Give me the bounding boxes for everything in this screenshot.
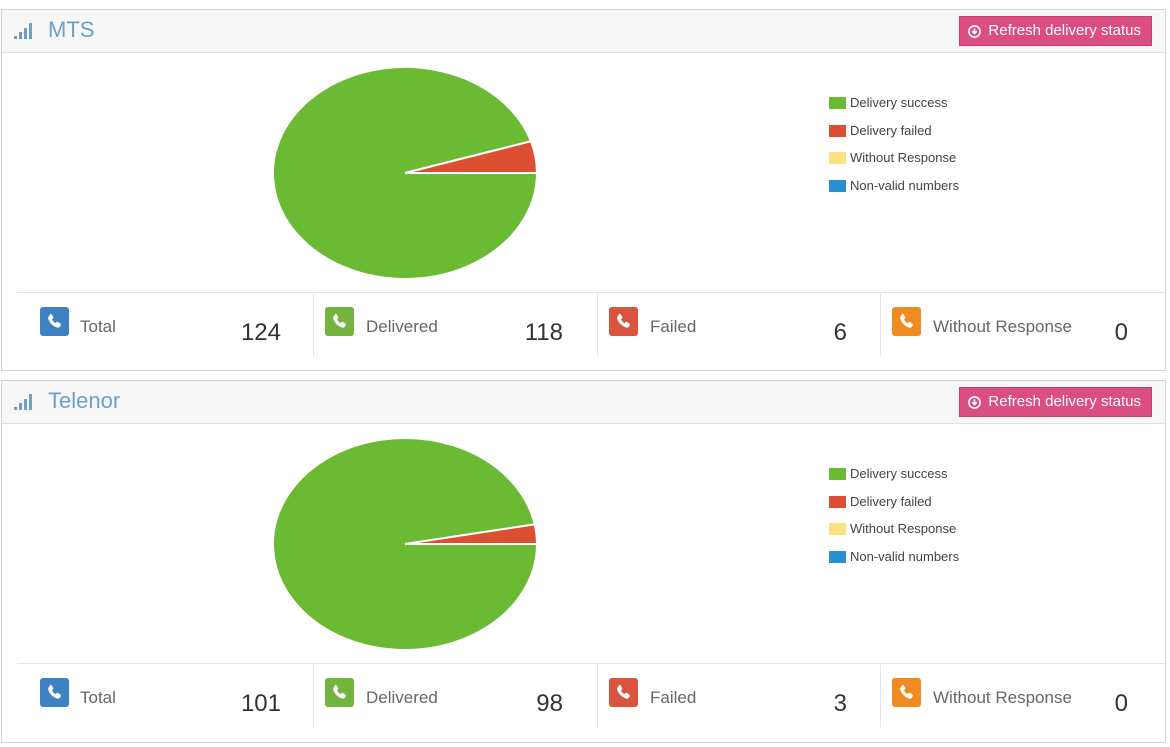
panel-header: MTS Refresh delivery status	[2, 10, 1165, 53]
stats-row: Total 124 Delivered 118 Failed 6 Without…	[17, 294, 1165, 360]
legend-item-without-response: Without Response	[829, 521, 959, 549]
legend-label: Delivery success	[850, 95, 948, 110]
phone-icon	[609, 307, 638, 336]
legend-item-delivery-failed: Delivery failed	[829, 123, 959, 151]
legend-item-delivery-success: Delivery success	[829, 466, 959, 494]
phone-icon	[325, 678, 354, 707]
stat-without-response: Without Response 0	[880, 294, 1165, 356]
stat-label: Without Response	[933, 688, 1072, 707]
stat-label: Delivered	[366, 688, 438, 707]
pie-slice-delivery-failed	[404, 140, 539, 174]
operator-panel-mts: MTS Refresh delivery status Delivery suc…	[1, 9, 1166, 371]
delivery-pie-chart	[272, 67, 539, 280]
legend-label: Without Response	[850, 521, 957, 536]
legend-swatch	[829, 152, 846, 164]
stat-value: 0	[1114, 319, 1128, 346]
stat-failed: Failed 3	[597, 665, 881, 727]
stat-label: Total	[80, 688, 116, 707]
panel-title: MTS	[48, 17, 95, 42]
legend-label: Without Response	[850, 150, 957, 165]
chart-legend: Delivery success Delivery failed Without…	[829, 466, 959, 576]
phone-icon	[40, 678, 69, 707]
legend-label: Delivery failed	[850, 122, 932, 138]
phone-icon	[892, 307, 921, 336]
legend-label: Non-valid numbers	[850, 548, 960, 564]
stat-delivered: Delivered 118	[313, 294, 597, 356]
legend-item-without-response: Without Response	[829, 150, 959, 178]
stat-value: 0	[1114, 690, 1128, 717]
phone-icon	[892, 678, 921, 707]
legend-swatch	[829, 495, 846, 508]
phone-icon	[40, 307, 69, 336]
refresh-icon	[968, 24, 982, 38]
stat-total: Total 124	[17, 294, 301, 356]
stat-total: Total 101	[17, 665, 301, 727]
stats-divider	[17, 292, 1165, 293]
panel-header: Telenor Refresh delivery status	[2, 381, 1165, 424]
stat-value: 3	[833, 690, 847, 717]
legend-label: Delivery success	[850, 466, 948, 481]
panel-title: Telenor	[48, 388, 121, 413]
stat-delivered: Delivered 98	[313, 665, 597, 727]
legend-swatch	[829, 523, 846, 535]
stat-value: 98	[536, 690, 563, 717]
phone-icon	[609, 678, 638, 707]
stat-label: Without Response	[933, 317, 1072, 336]
legend-swatch	[829, 179, 846, 192]
delivery-pie-chart	[272, 438, 539, 651]
chart-legend: Delivery success Delivery failed Without…	[829, 95, 959, 205]
refresh-icon	[968, 395, 982, 409]
operator-panel-telenor: Telenor Refresh delivery status Delivery…	[1, 380, 1166, 743]
stat-value: 6	[833, 319, 847, 346]
stat-without-response: Without Response 0	[880, 665, 1165, 727]
stat-failed: Failed 6	[597, 294, 881, 356]
stat-label: Total	[80, 317, 116, 336]
signal-icon	[14, 392, 36, 410]
legend-swatch	[829, 124, 846, 137]
stat-value: 118	[524, 319, 563, 346]
stat-value: 101	[240, 690, 281, 717]
stats-divider	[17, 663, 1165, 664]
pie-slice-delivery-failed	[404, 523, 539, 545]
signal-icon	[14, 21, 36, 39]
legend-label: Non-valid numbers	[850, 177, 960, 193]
stats-row: Total 101 Delivered 98 Failed 3 Without …	[17, 665, 1165, 731]
stat-label: Delivered	[366, 317, 438, 336]
stat-label: Failed	[650, 688, 697, 707]
stat-value: 124	[240, 319, 281, 346]
legend-swatch	[829, 97, 846, 109]
phone-icon	[325, 307, 354, 336]
refresh-delivery-status-button[interactable]: Refresh delivery status	[959, 387, 1152, 417]
legend-item-delivery-success: Delivery success	[829, 95, 959, 123]
legend-swatch	[829, 468, 846, 480]
legend-label: Delivery failed	[850, 493, 932, 509]
legend-item-non-valid-numbers: Non-valid numbers	[829, 178, 959, 206]
legend-swatch	[829, 550, 846, 563]
refresh-label: Refresh delivery status	[988, 393, 1141, 410]
legend-item-non-valid-numbers: Non-valid numbers	[829, 549, 959, 577]
refresh-label: Refresh delivery status	[988, 22, 1141, 39]
refresh-delivery-status-button[interactable]: Refresh delivery status	[959, 16, 1152, 46]
legend-item-delivery-failed: Delivery failed	[829, 494, 959, 522]
stat-label: Failed	[650, 317, 697, 336]
